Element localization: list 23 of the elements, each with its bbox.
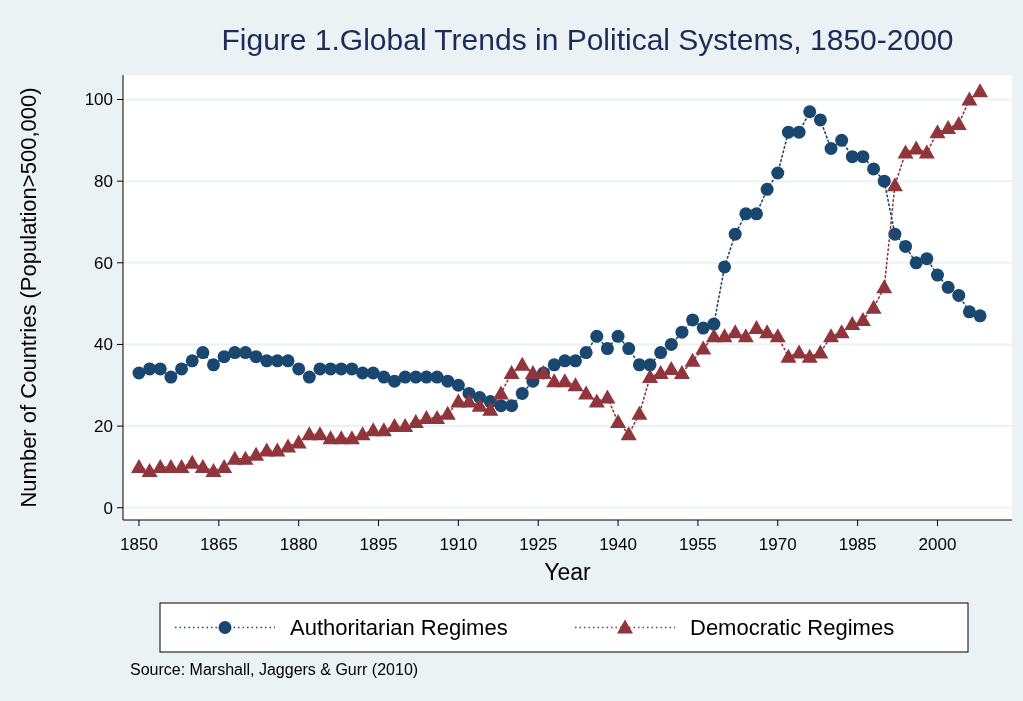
y-tick-label: 80 xyxy=(94,172,113,192)
y-tick-label: 20 xyxy=(94,417,113,437)
x-tick-label: 1955 xyxy=(679,535,717,554)
x-tick-label: 1895 xyxy=(359,535,398,554)
x-tick-label: 1880 xyxy=(279,535,318,554)
x-tick-label: 1910 xyxy=(439,535,478,554)
y-tick-label: 40 xyxy=(94,335,113,355)
x-tick-label: 1865 xyxy=(199,535,238,554)
legend-label: Authoritarian Regimes xyxy=(290,615,508,641)
x-tick-label: 1970 xyxy=(758,535,797,554)
y-tick-label: 100 xyxy=(84,90,113,110)
legend-label: Democratic Regimes xyxy=(690,615,895,641)
y-tick-label: 0 xyxy=(103,498,113,518)
x-tick-label: 1985 xyxy=(838,535,877,554)
x-tick-label: 1925 xyxy=(519,535,558,554)
y-tick-label: 60 xyxy=(94,253,113,273)
chart-title: Figure 1.Global Trends in Political Systems, 1850-2000 xyxy=(221,23,954,56)
x-axis-title: Year xyxy=(544,559,592,585)
x-tick-label: 1850 xyxy=(120,535,158,554)
y-axis-title: Number of Countries (Population>500,000) xyxy=(16,87,41,508)
x-tick-label: 2000 xyxy=(918,535,957,554)
x-tick-label: 1940 xyxy=(599,535,637,554)
source-note: Source: Marshall, Jaggers & Gurr (2010) xyxy=(130,661,419,678)
